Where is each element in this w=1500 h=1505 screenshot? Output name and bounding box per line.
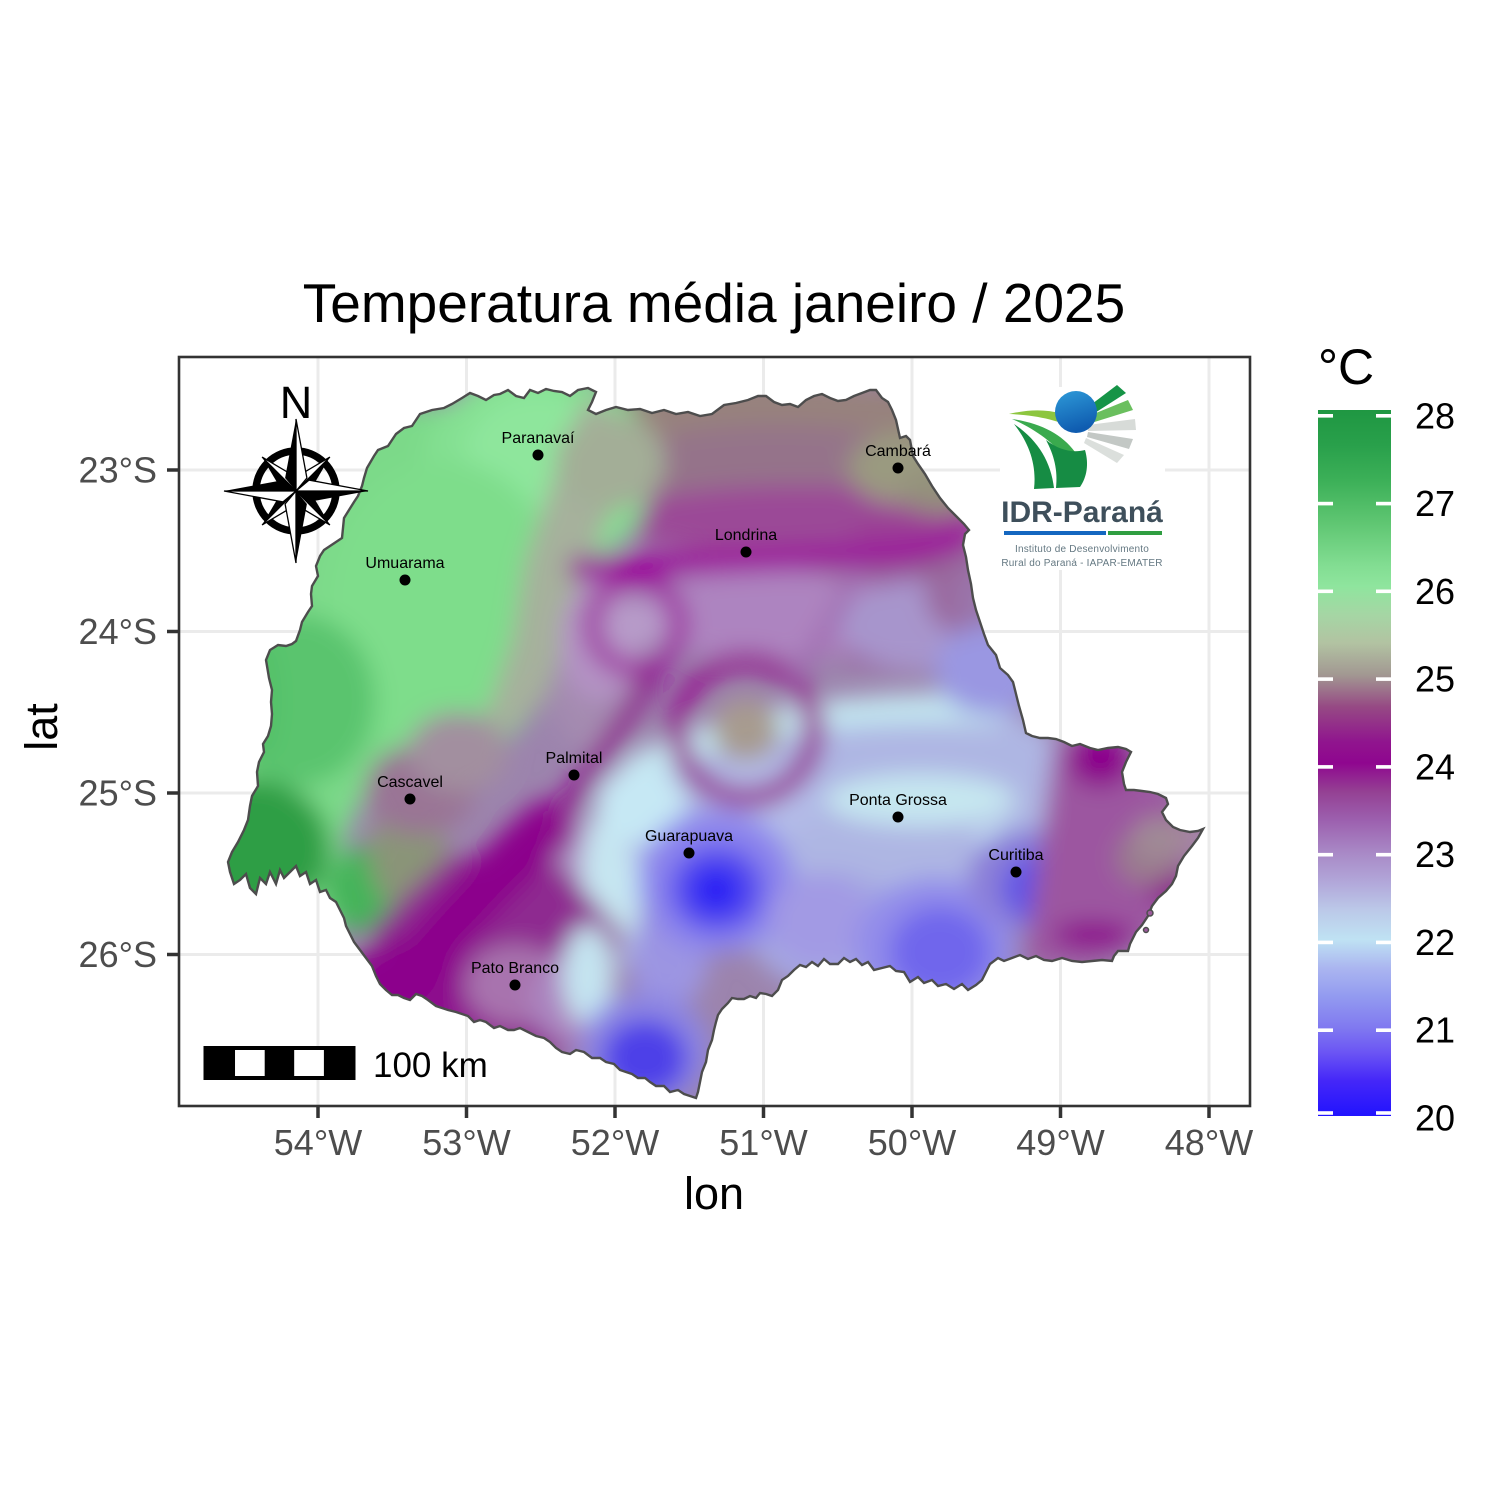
svg-text:25: 25 xyxy=(1415,659,1455,700)
svg-text:26°S: 26°S xyxy=(79,934,157,975)
svg-text:Cambará: Cambará xyxy=(865,443,931,460)
svg-text:52°W: 52°W xyxy=(571,1122,659,1163)
svg-text:Guarapuava: Guarapuava xyxy=(645,828,733,845)
svg-text:25°S: 25°S xyxy=(79,773,157,814)
svg-text:26: 26 xyxy=(1415,571,1455,612)
svg-text:48°W: 48°W xyxy=(1165,1122,1253,1163)
svg-text:21: 21 xyxy=(1415,1010,1455,1051)
svg-text:Umuarama: Umuarama xyxy=(365,555,444,572)
svg-text:lat: lat xyxy=(16,703,67,751)
svg-text:Palmital: Palmital xyxy=(546,750,603,767)
svg-text:Cascavel: Cascavel xyxy=(377,774,443,791)
svg-text:Curitiba: Curitiba xyxy=(988,847,1043,864)
svg-text:Ponta Grossa: Ponta Grossa xyxy=(849,792,947,809)
svg-text:°C: °C xyxy=(1318,339,1374,395)
svg-text:50°W: 50°W xyxy=(868,1122,956,1163)
svg-text:27: 27 xyxy=(1415,483,1455,524)
svg-text:Pato Branco: Pato Branco xyxy=(471,960,559,977)
svg-text:lon: lon xyxy=(684,1168,744,1219)
svg-text:Paranavaí: Paranavaí xyxy=(502,430,575,447)
svg-text:49°W: 49°W xyxy=(1016,1122,1104,1163)
svg-text:23: 23 xyxy=(1415,834,1455,875)
svg-text:24°S: 24°S xyxy=(79,611,157,652)
svg-text:53°W: 53°W xyxy=(422,1122,510,1163)
svg-text:54°W: 54°W xyxy=(274,1122,362,1163)
svg-text:Temperatura média janeiro / 20: Temperatura média janeiro / 2025 xyxy=(303,272,1125,334)
svg-text:23°S: 23°S xyxy=(79,450,157,491)
svg-text:100 km: 100 km xyxy=(373,1046,488,1085)
svg-text:24: 24 xyxy=(1415,746,1455,787)
svg-text:Londrina: Londrina xyxy=(715,527,777,544)
svg-text:20: 20 xyxy=(1415,1098,1455,1139)
svg-text:Rural do Paraná - IAPAR-EMATER: Rural do Paraná - IAPAR-EMATER xyxy=(1001,558,1162,569)
svg-text:IDR-Paraná: IDR-Paraná xyxy=(1001,496,1163,529)
svg-text:51°W: 51°W xyxy=(719,1122,807,1163)
svg-text:Instituto de Desenvolvimento: Instituto de Desenvolvimento xyxy=(1015,544,1149,555)
svg-text:28: 28 xyxy=(1415,395,1455,436)
svg-text:22: 22 xyxy=(1415,922,1455,963)
